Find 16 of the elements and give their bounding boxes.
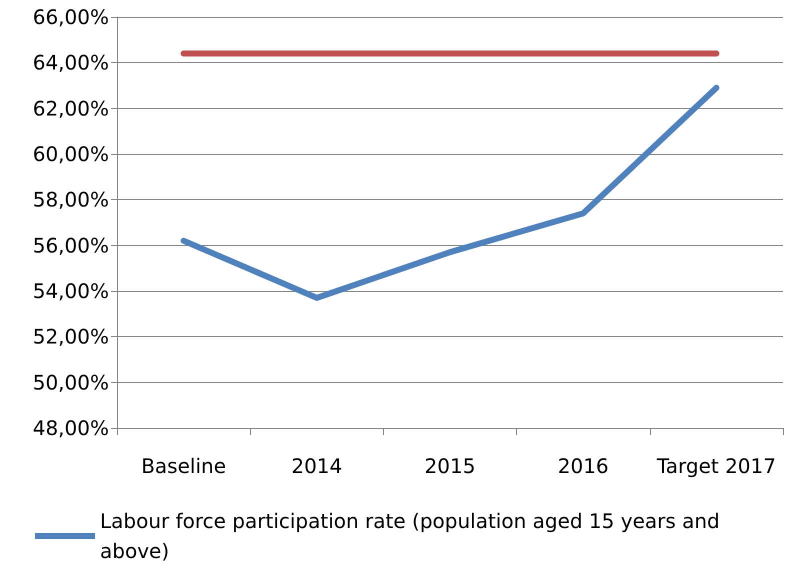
legend-label: Labour force participation rate (population aged 15 years and above) bbox=[100, 509, 726, 563]
x-tick-label: 2014 bbox=[291, 454, 342, 478]
x-tick-label: Baseline bbox=[141, 454, 226, 478]
y-tick-label: 64,00% bbox=[32, 50, 109, 75]
y-tick-label: 58,00% bbox=[32, 188, 109, 212]
y-tick-label: 56,00% bbox=[32, 233, 109, 258]
x-tick-label: 2016 bbox=[558, 454, 609, 478]
y-tick-label: 50,00% bbox=[32, 370, 109, 394]
x-tick-label: 2015 bbox=[424, 454, 476, 478]
x-tick-label: Target 2017 bbox=[656, 454, 776, 478]
y-tick-label: 62,00% bbox=[32, 96, 109, 120]
y-tick-label: 66,00% bbox=[32, 5, 109, 29]
y-tick-label: 52,00% bbox=[32, 324, 109, 349]
y-tick-label: 60,00% bbox=[32, 142, 109, 166]
y-tick-label: 48,00% bbox=[32, 416, 109, 440]
y-tick-label: 54,00% bbox=[32, 279, 109, 303]
